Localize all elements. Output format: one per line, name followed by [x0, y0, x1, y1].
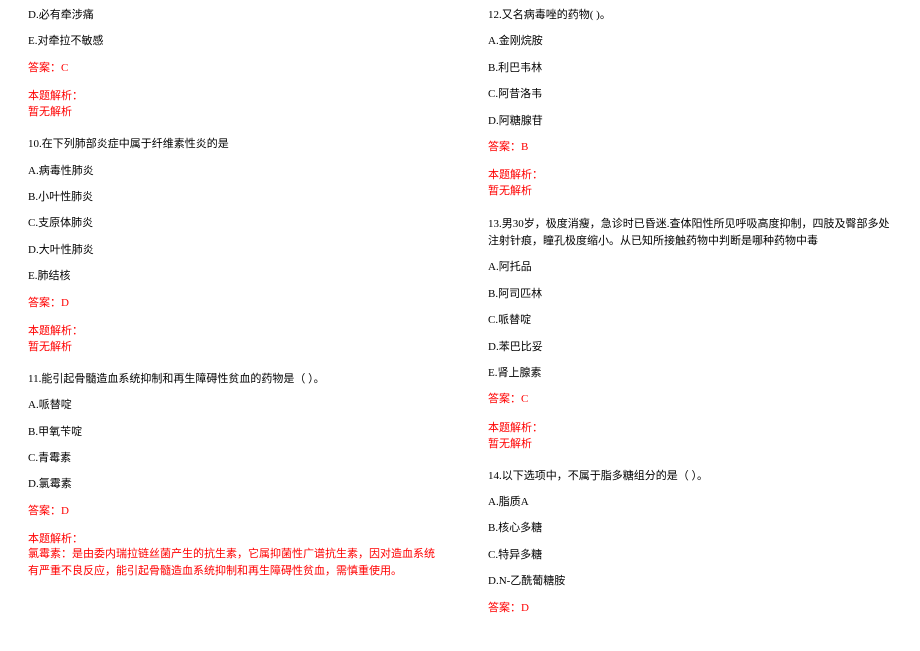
q13-answer: 答案：C — [488, 392, 900, 407]
q9-option-d: D.必有牵涉痛 — [28, 8, 440, 23]
q13-option-d: D.苯巴比妥 — [488, 340, 900, 355]
q11-answer: 答案：D — [28, 504, 440, 519]
q10-explain-body: 暂无解析 — [28, 338, 440, 354]
q11-option-d: D.氯霉素 — [28, 477, 440, 492]
q9-explain: 本题解析： 暂无解析 — [28, 87, 440, 119]
q13-stem: 13.男30岁，极度消瘦，急诊时已昏迷.查体阳性所见呼吸高度抑制，四肢及臀部多处… — [488, 216, 900, 249]
q11-option-b: B.甲氧苄啶 — [28, 425, 440, 440]
q11-stem: 11.能引起骨髓造血系统抑制和再生障碍性贫血的药物是（ ）。 — [28, 372, 440, 387]
q10-option-b: B.小叶性肺炎 — [28, 190, 440, 205]
q13-option-e: E.肾上腺素 — [488, 366, 900, 381]
q12-option-d: D.阿糖腺苷 — [488, 114, 900, 129]
q12-option-b: B.利巴韦林 — [488, 61, 900, 76]
right-column: 12.又名病毒唑的药物( )。 A.金刚烷胺 B.利巴韦林 C.阿昔洛韦 D.阿… — [460, 0, 920, 651]
left-column: D.必有牵涉痛 E.对牵拉不敏感 答案：C 本题解析： 暂无解析 10.在下列肺… — [0, 0, 460, 651]
q9-answer: 答案：C — [28, 61, 440, 76]
q13-explain-label: 本题解析： — [488, 419, 900, 435]
q12-explain-body: 暂无解析 — [488, 182, 900, 198]
q10-option-a: A.病毒性肺炎 — [28, 164, 440, 179]
q14-option-a: A.脂质A — [488, 495, 900, 510]
q14-option-c: C.特异多糖 — [488, 548, 900, 563]
q14-option-b: B.核心多糖 — [488, 521, 900, 536]
q11-option-a: A.哌替啶 — [28, 398, 440, 413]
q10-explain: 本题解析： 暂无解析 — [28, 322, 440, 354]
q10-answer: 答案：D — [28, 296, 440, 311]
q11-explain: 本题解析： 氯霉素：是由委内瑞拉链丝菌产生的抗生素，它属抑菌性广谱抗生素，因对造… — [28, 530, 440, 579]
exam-page: D.必有牵涉痛 E.对牵拉不敏感 答案：C 本题解析： 暂无解析 10.在下列肺… — [0, 0, 920, 651]
q13-option-a: A.阿托品 — [488, 260, 900, 275]
q10-option-e: E.肺结核 — [28, 269, 440, 284]
q12-answer: 答案：B — [488, 140, 900, 155]
q12-explain-label: 本题解析： — [488, 166, 900, 182]
q11-explain-label: 本题解析： — [28, 530, 440, 546]
q14-stem: 14.以下选项中，不属于脂多糖组分的是（ ）。 — [488, 469, 900, 484]
q13-explain-body: 暂无解析 — [488, 435, 900, 451]
q12-explain: 本题解析： 暂无解析 — [488, 166, 900, 198]
q11-explain-body: 氯霉素：是由委内瑞拉链丝菌产生的抗生素，它属抑菌性广谱抗生素，因对造血系统有严重… — [28, 546, 440, 579]
q9-explain-body: 暂无解析 — [28, 103, 440, 119]
q10-explain-label: 本题解析： — [28, 322, 440, 338]
q14-answer: 答案：D — [488, 601, 900, 616]
q12-option-a: A.金刚烷胺 — [488, 34, 900, 49]
q14-option-d: D.N-乙酰葡糖胺 — [488, 574, 900, 589]
q13-option-c: C.哌替啶 — [488, 313, 900, 328]
q11-option-c: C.青霉素 — [28, 451, 440, 466]
q12-option-c: C.阿昔洛韦 — [488, 87, 900, 102]
q9-option-e: E.对牵拉不敏感 — [28, 34, 440, 49]
q13-explain: 本题解析： 暂无解析 — [488, 419, 900, 451]
q9-explain-label: 本题解析： — [28, 87, 440, 103]
q10-option-c: C.支原体肺炎 — [28, 216, 440, 231]
q12-stem: 12.又名病毒唑的药物( )。 — [488, 8, 900, 23]
q10-stem: 10.在下列肺部炎症中属于纤维素性炎的是 — [28, 137, 440, 152]
q10-option-d: D.大叶性肺炎 — [28, 243, 440, 258]
q13-option-b: B.阿司匹林 — [488, 287, 900, 302]
